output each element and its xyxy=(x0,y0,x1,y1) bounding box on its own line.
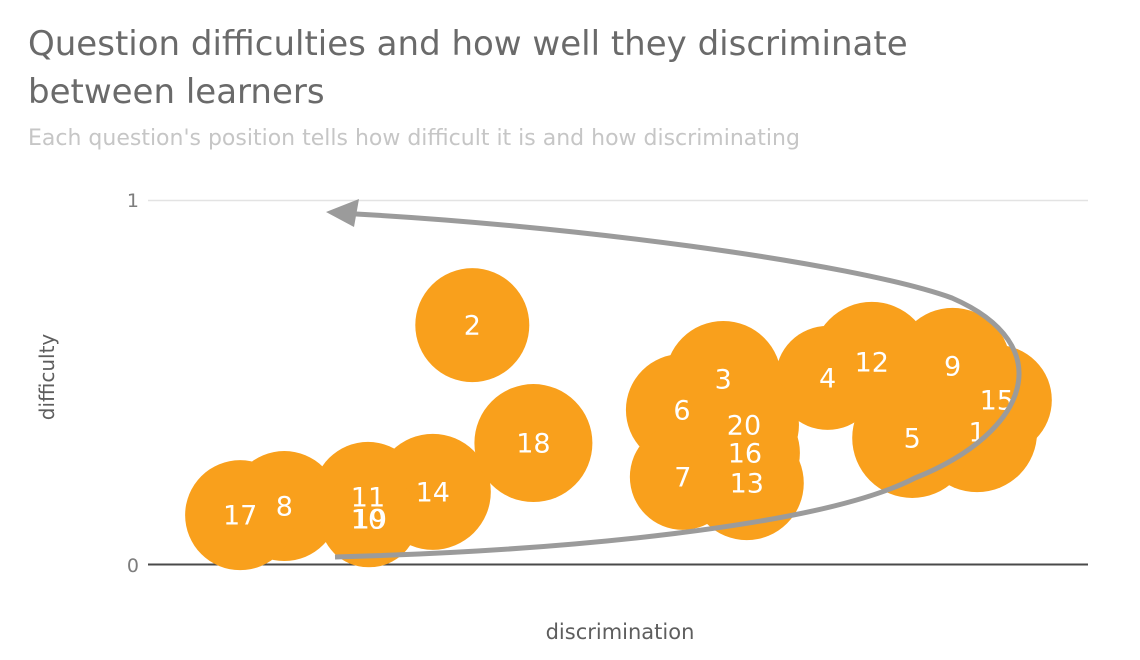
bubble-label-12: 12 xyxy=(855,347,889,378)
bubble-label-4: 4 xyxy=(819,363,836,394)
bubble-label-13: 13 xyxy=(730,469,764,500)
bubble-18[interactable] xyxy=(474,384,593,503)
bubble-label-7: 7 xyxy=(674,462,691,493)
bubble-label-17: 17 xyxy=(223,501,257,532)
bubble-label-16: 16 xyxy=(728,438,762,469)
bubble-12[interactable] xyxy=(811,301,932,422)
bubble-label-2: 2 xyxy=(464,311,481,342)
bubble-label-14: 14 xyxy=(416,477,450,508)
bubble-2[interactable] xyxy=(415,268,530,383)
page-subtitle: Each question's position tells how diffi… xyxy=(28,126,800,151)
bubble-label-3: 3 xyxy=(715,364,732,395)
bubble-label-18: 18 xyxy=(516,429,550,460)
bubble-17[interactable] xyxy=(185,460,296,571)
bubble-19[interactable] xyxy=(321,471,418,568)
y-tick-0: 0 xyxy=(126,555,139,577)
page-title: Question difficulties and how well they … xyxy=(28,24,908,112)
x-axis-title: discrimination xyxy=(545,620,695,644)
bubble-15[interactable] xyxy=(941,345,1052,456)
trend-arrow-curve xyxy=(334,210,1022,560)
bubble-label-5: 5 xyxy=(904,423,921,454)
y-tick-1: 1 xyxy=(126,190,139,212)
bubble-label-8: 8 xyxy=(276,491,293,522)
bubble-20[interactable] xyxy=(688,369,799,480)
bubble-label-20: 20 xyxy=(727,410,761,441)
bubble-label-11: 11 xyxy=(351,482,385,513)
bubble-label-10: 10 xyxy=(351,505,385,536)
y-axis-title: difficulty xyxy=(35,333,59,421)
bubble-label-9: 9 xyxy=(944,351,961,382)
bubble-label-19: 19 xyxy=(353,505,387,536)
trend-arrow-head xyxy=(326,199,359,227)
bubble-label-6: 6 xyxy=(673,395,690,426)
